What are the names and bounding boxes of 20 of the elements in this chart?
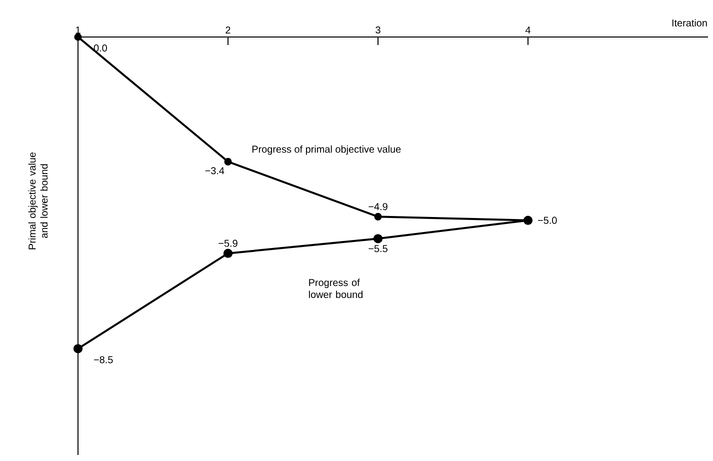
point [373, 234, 383, 244]
y-axis-title: Primal objective value and lower bound [28, 152, 48, 250]
x-tick-label: 4 [525, 26, 530, 34]
annotation: Progress of lower bound [308, 278, 363, 298]
point [374, 212, 382, 220]
data-label: −4.9 [368, 203, 388, 210]
data-label: −3.4 [205, 167, 224, 174]
point [73, 344, 83, 354]
x-tick-label: 1 [76, 26, 80, 34]
point [74, 33, 82, 41]
x-tick-label: 2 [226, 26, 230, 34]
data-label: −5.0 [538, 216, 557, 224]
point [223, 248, 233, 258]
x-tick-label: 3 [376, 26, 380, 34]
x-axis-title: Iteration [672, 19, 707, 26]
annotation: Progress of primal objective value [252, 145, 401, 155]
point [224, 158, 232, 166]
data-label: −8.5 [94, 356, 113, 364]
data-label: −5.9 [218, 240, 238, 247]
data-label: −5.5 [368, 245, 388, 252]
